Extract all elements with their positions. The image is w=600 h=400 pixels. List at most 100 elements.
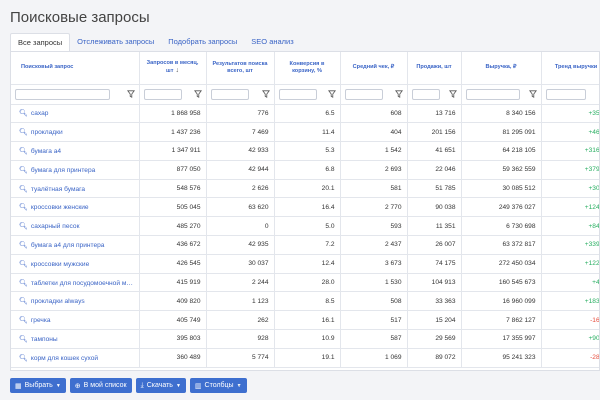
filter-input-requests[interactable] bbox=[143, 88, 182, 100]
table-row[interactable]: 🔍︎ прокладки 1 437 236 7 469 11.4 404 201 156 8… bbox=[11, 122, 599, 143]
column-header-results[interactable]: Результатов поиска всего, шт bbox=[206, 52, 275, 85]
query-link[interactable]: гречка bbox=[30, 317, 51, 325]
filter-input-results[interactable] bbox=[210, 88, 249, 100]
query-cell[interactable]: 🔍︎ кроссовки женские bbox=[11, 197, 140, 218]
query-link[interactable]: кроссовки мужские bbox=[30, 260, 90, 268]
query-cell[interactable]: 🔍︎ гречка bbox=[11, 310, 140, 331]
query-cell[interactable]: 🔍︎ туалётная бумага bbox=[11, 179, 140, 199]
table-row[interactable]: 🔍︎ тампоны 395 803 928 10.9 587 29 569 17 355 9… bbox=[11, 329, 599, 349]
query-link[interactable]: тампоны bbox=[30, 335, 58, 343]
filter-input-sales[interactable] bbox=[411, 88, 440, 100]
table-row[interactable]: 🔍︎ сахарный песок 485 270 0 5.0 593 11 351 6 73… bbox=[11, 216, 599, 237]
filter-input-trend[interactable] bbox=[545, 88, 586, 100]
filter-cell-trend bbox=[541, 84, 599, 105]
search-icon[interactable]: 🔍︎ bbox=[19, 129, 28, 137]
requests-cell: 1 347 911 bbox=[139, 141, 207, 161]
query-link[interactable]: туалётная бумага bbox=[30, 185, 86, 193]
filter-input-query[interactable] bbox=[15, 88, 110, 100]
search-icon[interactable]: 🔍︎ bbox=[19, 185, 28, 193]
search-icon[interactable]: 🔍︎ bbox=[19, 260, 28, 268]
results-cell: 5 774 bbox=[206, 348, 275, 368]
search-icon[interactable]: 🔍︎ bbox=[19, 354, 28, 362]
funnel-icon[interactable] bbox=[448, 90, 457, 98]
filter-input-revenue[interactable] bbox=[465, 88, 520, 100]
funnel-icon[interactable] bbox=[126, 90, 135, 98]
download-button[interactable]: ⤓ Скачать ▼ bbox=[135, 378, 186, 393]
tab-seo-analysis[interactable]: SEO анализ bbox=[251, 37, 294, 46]
requests-cell: 877 050 bbox=[139, 160, 207, 180]
search-icon[interactable]: 🔍︎ bbox=[19, 279, 28, 287]
column-header-query[interactable]: Поисковый запрос bbox=[11, 52, 140, 85]
search-icon[interactable]: 🔍︎ bbox=[19, 166, 28, 174]
table-row[interactable]: 🔍︎ бумага а4 для принтера 436 672 42 935 7.2… bbox=[11, 235, 599, 255]
table-row[interactable]: 🔍︎ кроссовки мужские 426 545 30 037 12.4 3 67… bbox=[11, 254, 599, 274]
tab-track-queries[interactable]: Отслеживать запросы bbox=[77, 37, 155, 46]
query-cell[interactable]: 🔍︎ кроссовки мужские bbox=[11, 254, 140, 274]
funnel-icon[interactable] bbox=[193, 90, 202, 98]
select-button[interactable]: ▦ Выбрать ▼ bbox=[10, 378, 66, 393]
filter-cell-conversion bbox=[274, 84, 341, 105]
table-row[interactable]: 🔍︎ бумага а4 1 347 911 42 933 5.3 1 542 41 651… bbox=[11, 141, 599, 161]
table-row[interactable]: 🔍︎ таблетки для посудомоечной ма... 415 91… bbox=[11, 273, 599, 293]
query-link[interactable]: сахар bbox=[30, 110, 49, 118]
column-header-revenue[interactable]: Выручка, ₽ bbox=[461, 52, 542, 85]
query-cell[interactable]: 🔍︎ бумага а4 bbox=[11, 141, 140, 161]
funnel-icon[interactable] bbox=[327, 90, 336, 98]
query-cell[interactable]: 🔍︎ сахарный песок bbox=[11, 216, 140, 237]
column-header-trend[interactable]: Тренд выручки bbox=[541, 52, 599, 85]
filter-row bbox=[11, 84, 599, 105]
search-icon[interactable]: 🔍︎ bbox=[19, 298, 28, 306]
query-cell[interactable]: 🔍︎ бумага а4 для принтера bbox=[11, 235, 140, 255]
query-cell[interactable]: 🔍︎ сахар bbox=[11, 104, 140, 124]
table-row[interactable]: 🔍︎ туалётная бумага 548 576 2 626 20.1 581 51 … bbox=[11, 179, 599, 199]
query-cell[interactable]: 🔍︎ бумага для принтера bbox=[11, 160, 140, 180]
query-link[interactable]: кроссовки женские bbox=[30, 204, 89, 212]
table-row[interactable]: 🔍︎ сахар 1 868 958 776 6.5 608 13 716 8 340 156… bbox=[11, 104, 599, 124]
query-link[interactable]: бумага для принтера bbox=[30, 166, 96, 174]
results-cell: 928 bbox=[206, 329, 275, 349]
conversion-cell: 8.5 bbox=[274, 291, 341, 312]
query-link[interactable]: бумага а4 для принтера bbox=[30, 241, 105, 249]
search-icon[interactable]: 🔍︎ bbox=[19, 204, 28, 212]
add-to-my-list-button[interactable]: ⊕ В мой список bbox=[69, 378, 132, 393]
table-row[interactable]: 🔍︎ гречка 405 749 262 16.1 517 15 204 7 862 127… bbox=[11, 310, 599, 331]
query-cell[interactable]: 🔍︎ тампоны bbox=[11, 329, 140, 349]
query-cell[interactable]: 🔍︎ прокладки always bbox=[11, 291, 140, 312]
query-link[interactable]: таблетки для посудомоечной ма... bbox=[30, 279, 136, 287]
table-row[interactable]: 🔍︎ кроссовки женские 505 045 63 620 16.4 2 77… bbox=[11, 197, 599, 218]
requests-cell: 1 437 236 bbox=[139, 122, 207, 143]
column-header-requests[interactable]: Запросов в месяц, шт ↓ bbox=[139, 52, 207, 85]
requests-cell: 505 045 bbox=[139, 197, 207, 218]
funnel-icon[interactable] bbox=[528, 90, 537, 98]
query-link[interactable]: прокладки bbox=[30, 129, 63, 137]
query-link[interactable]: сахарный песок bbox=[30, 223, 80, 231]
query-cell[interactable]: 🔍︎ прокладки bbox=[11, 122, 140, 143]
table-row[interactable]: 🔍︎ корм для кошек сухой 360 489 5 774 19.1 1 … bbox=[11, 348, 599, 368]
column-header-avg-check[interactable]: Средний чек, ₽ bbox=[340, 52, 408, 85]
search-icon[interactable]: 🔍︎ bbox=[19, 110, 28, 118]
search-icon[interactable]: 🔍︎ bbox=[19, 241, 28, 249]
query-link[interactable]: бумага а4 bbox=[30, 147, 62, 155]
filter-input-avg-check[interactable] bbox=[344, 88, 383, 100]
sort-desc-icon[interactable]: ↓ bbox=[175, 67, 179, 75]
funnel-icon[interactable] bbox=[261, 90, 270, 98]
query-cell[interactable]: 🔍︎ таблетки для посудомоечной ма... bbox=[11, 273, 140, 293]
funnel-icon[interactable] bbox=[394, 90, 403, 98]
column-header-sales[interactable]: Продажи, шт bbox=[407, 52, 462, 85]
tab-all-queries[interactable]: Все запросы bbox=[10, 33, 71, 51]
table-row[interactable]: 🔍︎ бумага для принтера 877 050 42 944 6.8 2 6… bbox=[11, 160, 599, 180]
search-icon[interactable]: 🔍︎ bbox=[19, 317, 28, 325]
query-cell[interactable]: 🔍︎ корм для кошек сухой bbox=[11, 348, 140, 368]
search-icon[interactable]: 🔍︎ bbox=[19, 147, 28, 155]
table-row[interactable]: 🔍︎ прокладки always 409 820 1 123 8.5 508 33 3… bbox=[11, 291, 599, 312]
search-icon[interactable]: 🔍︎ bbox=[19, 223, 28, 231]
query-link[interactable]: прокладки always bbox=[30, 298, 85, 306]
search-icon[interactable]: 🔍︎ bbox=[19, 335, 28, 343]
columns-button[interactable]: ▥ Столбцы ▼ bbox=[189, 378, 247, 393]
query-link[interactable]: корм для кошек сухой bbox=[30, 354, 99, 362]
filter-cell-sales bbox=[407, 84, 462, 105]
filter-input-conversion[interactable] bbox=[278, 88, 317, 100]
avg-check-cell: 3 673 bbox=[340, 254, 408, 274]
column-header-conversion[interactable]: Конверсия в корзину, % bbox=[274, 52, 341, 85]
tab-pick-queries[interactable]: Подобрать запросы bbox=[168, 37, 238, 46]
